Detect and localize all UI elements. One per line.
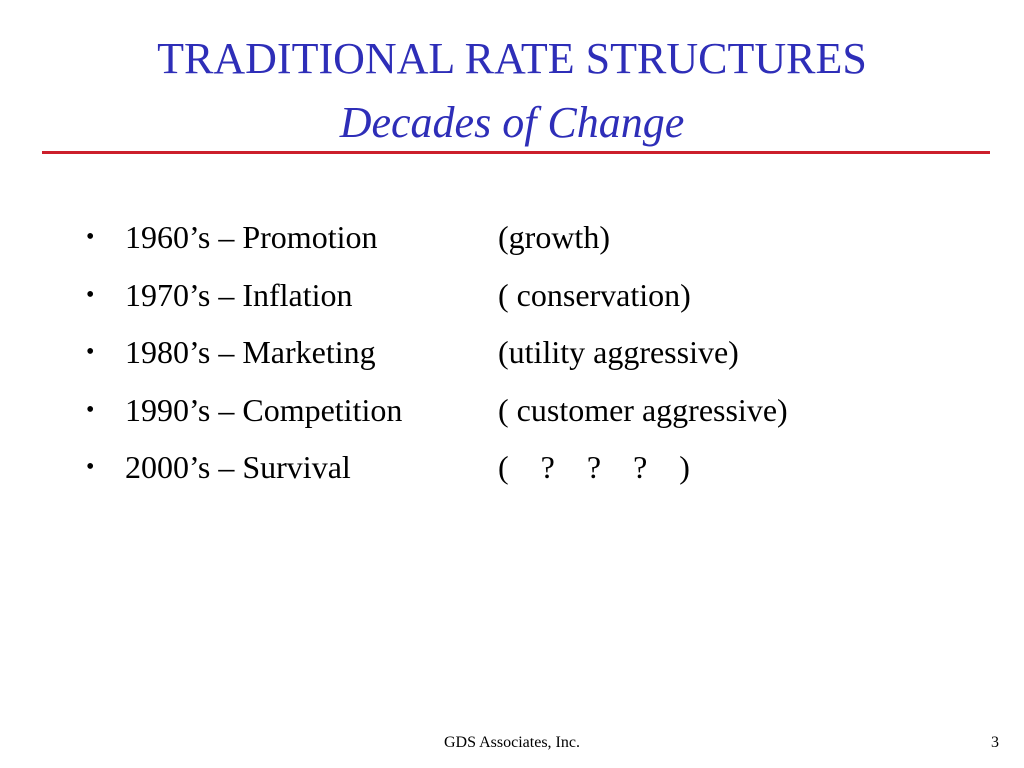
bullet-decade-label: 2000’s – Survival [125,449,351,485]
bullet-decade-label: 1980’s – Marketing [125,334,376,370]
bullet-note: ( conservation) [498,276,691,313]
slide-subtitle: Decades of Change [339,98,685,147]
bullet-icon: • [86,339,95,365]
bullet-icon: • [86,454,95,480]
page-number: 3 [991,734,999,751]
bullet-decade-label: 1970’s – Inflation [125,276,353,313]
bullet-note: ( ? ? ? ) [498,449,690,485]
footer-company-name: GDS Associates, Inc. [444,734,580,751]
bullet-decade-label: 1990’s – Competition [125,391,403,428]
bullet-icon: • [86,396,95,423]
title-divider [42,151,990,154]
bullet-note: (growth) [498,219,610,255]
bullet-decade-label: 1960’s – Promotion [125,219,378,255]
bullet-icon: • [86,281,95,308]
bullet-icon: • [86,224,95,250]
slide-title: TRADITIONAL RATE STRUCTURES [157,34,867,83]
bullet-note: (utility aggressive) [498,334,739,370]
bullet-note: ( customer aggressive) [498,391,788,428]
